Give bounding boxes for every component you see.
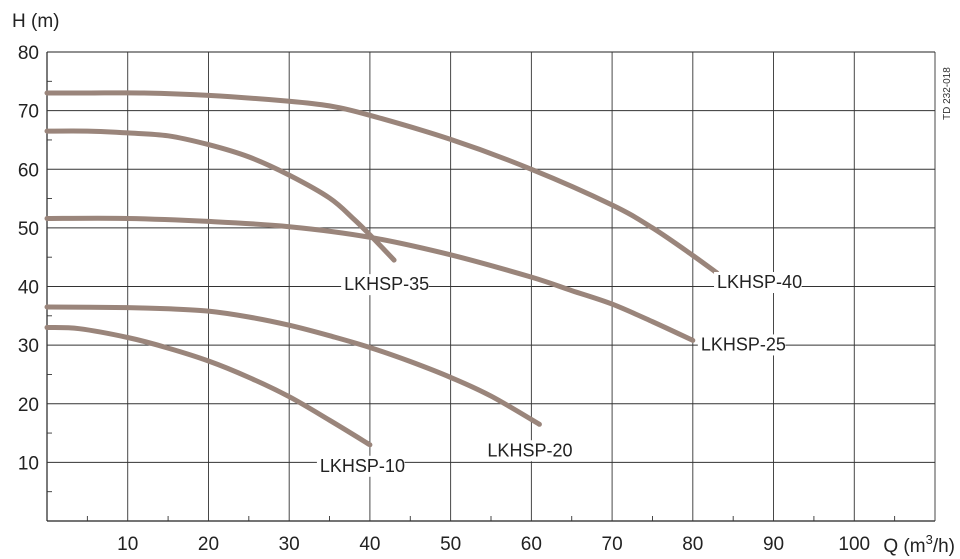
x-tick-label: 90 [763, 534, 784, 555]
y-tick-label: 60 [18, 160, 39, 181]
y-tick-label: 80 [18, 43, 39, 64]
curve-labels: LKHSP-10 LKHSP-20 LKHSP-25 LKHSP-35 LKHSP-40 [316, 272, 802, 477]
curve-label-lkhsp-25: LKHSP-25 [701, 334, 786, 354]
y-tick-label: 40 [18, 278, 39, 299]
y-tick-label: 10 [18, 453, 39, 474]
x-tick-label: 30 [279, 534, 300, 555]
y-tick-labels: 10 20 30 40 50 60 70 80 [18, 43, 39, 474]
curve-lkhsp-40 [44, 90, 720, 276]
curve-lkhsp-25 [44, 215, 696, 343]
curve-label-lkhsp-35: LKHSP-35 [344, 274, 429, 294]
x-tick-label: 60 [521, 534, 542, 555]
x-tick-label: 20 [198, 534, 219, 555]
x-axis-title-superscript: 3 [926, 532, 933, 547]
drawing-reference-note: TD 232-018 [942, 67, 953, 120]
y-tick-label: 20 [18, 395, 39, 416]
x-tick-label: 80 [682, 534, 703, 555]
x-tick-labels: 10 20 30 40 50 60 70 80 90 100 [117, 534, 870, 555]
x-tick-label: 70 [602, 534, 623, 555]
y-axis-title: H (m) [12, 11, 59, 32]
x-axis-title: Q (m3/h) [883, 532, 955, 557]
series-curves [44, 90, 720, 448]
x-tick-label: 100 [838, 534, 870, 555]
curve-lkhsp-10 [44, 325, 373, 448]
y-tick-label: 50 [18, 219, 39, 240]
curve-label-bg [316, 455, 405, 477]
curve-label-bg [697, 334, 786, 356]
x-tick-label: 10 [117, 534, 138, 555]
curve-label-lkhsp-20: LKHSP-20 [487, 440, 572, 460]
curve-label-bg [341, 274, 429, 296]
curve-lkhsp-20 [44, 304, 542, 427]
grid [46, 51, 936, 522]
curve-lkhsp-35 [44, 128, 397, 263]
curve-label-lkhsp-10: LKHSP-10 [320, 456, 405, 476]
curve-label-bg [484, 440, 573, 462]
y-tick-label: 70 [18, 102, 39, 123]
x-tick-label: 50 [440, 534, 461, 555]
x-axis-title-main: Q (m [883, 536, 925, 557]
x-axis-title-end: /h) [933, 536, 955, 557]
curve-label-bg [714, 272, 802, 294]
y-tick-label: 30 [18, 336, 39, 357]
x-tick-label: 40 [359, 534, 380, 555]
curve-label-lkhsp-40: LKHSP-40 [717, 272, 802, 292]
